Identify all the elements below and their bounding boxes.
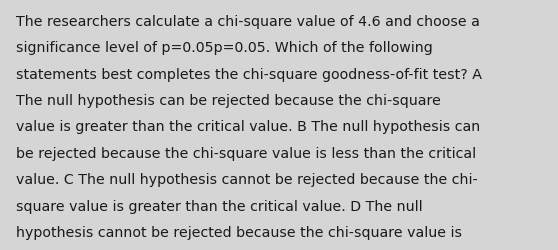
Text: hypothesis cannot be rejected because the chi-square value is: hypothesis cannot be rejected because th… — [16, 225, 461, 239]
Text: value. C The null hypothesis cannot be rejected because the chi-: value. C The null hypothesis cannot be r… — [16, 172, 478, 186]
Text: significance level of p=0.05p=0.05. Which of the following: significance level of p=0.05p=0.05. Whic… — [16, 41, 432, 55]
Text: The researchers calculate a chi-square value of 4.6 and choose a: The researchers calculate a chi-square v… — [16, 15, 479, 29]
Text: The null hypothesis can be rejected because the chi-square: The null hypothesis can be rejected beca… — [16, 94, 440, 108]
Text: statements best completes the chi-square goodness-of-fit test? A: statements best completes the chi-square… — [16, 68, 482, 82]
Text: square value is greater than the critical value. D The null: square value is greater than the critica… — [16, 199, 422, 213]
Text: value is greater than the critical value. B The null hypothesis can: value is greater than the critical value… — [16, 120, 480, 134]
Text: be rejected because the chi-square value is less than the critical: be rejected because the chi-square value… — [16, 146, 476, 160]
